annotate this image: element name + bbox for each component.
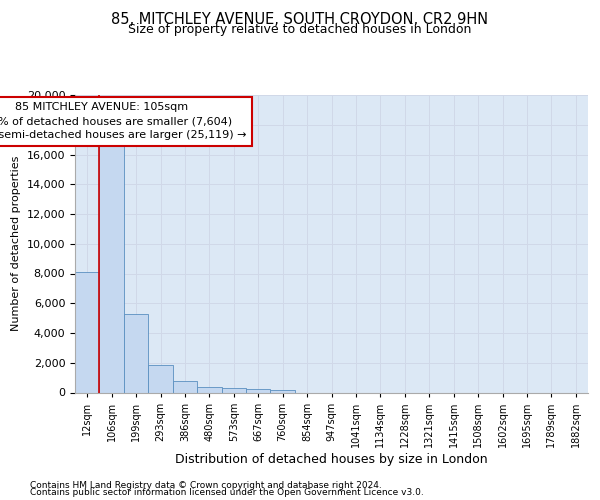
Bar <box>148 365 173 392</box>
Bar <box>246 389 271 392</box>
Bar <box>221 388 246 392</box>
Bar <box>271 390 295 392</box>
Bar <box>75 272 100 392</box>
Bar <box>173 382 197 392</box>
Y-axis label: Number of detached properties: Number of detached properties <box>11 156 21 332</box>
Text: Contains public sector information licensed under the Open Government Licence v3: Contains public sector information licen… <box>30 488 424 497</box>
Text: Contains HM Land Registry data © Crown copyright and database right 2024.: Contains HM Land Registry data © Crown c… <box>30 480 382 490</box>
Bar <box>100 146 124 392</box>
Bar <box>124 314 148 392</box>
Text: 85, MITCHLEY AVENUE, SOUTH CROYDON, CR2 9HN: 85, MITCHLEY AVENUE, SOUTH CROYDON, CR2 … <box>112 12 488 28</box>
Bar <box>197 388 221 392</box>
X-axis label: Distribution of detached houses by size in London: Distribution of detached houses by size … <box>175 452 488 466</box>
Text: Size of property relative to detached houses in London: Size of property relative to detached ho… <box>128 22 472 36</box>
Text: 85 MITCHLEY AVENUE: 105sqm
← 23% of detached houses are smaller (7,604)
76% of s: 85 MITCHLEY AVENUE: 105sqm ← 23% of deta… <box>0 102 247 141</box>
